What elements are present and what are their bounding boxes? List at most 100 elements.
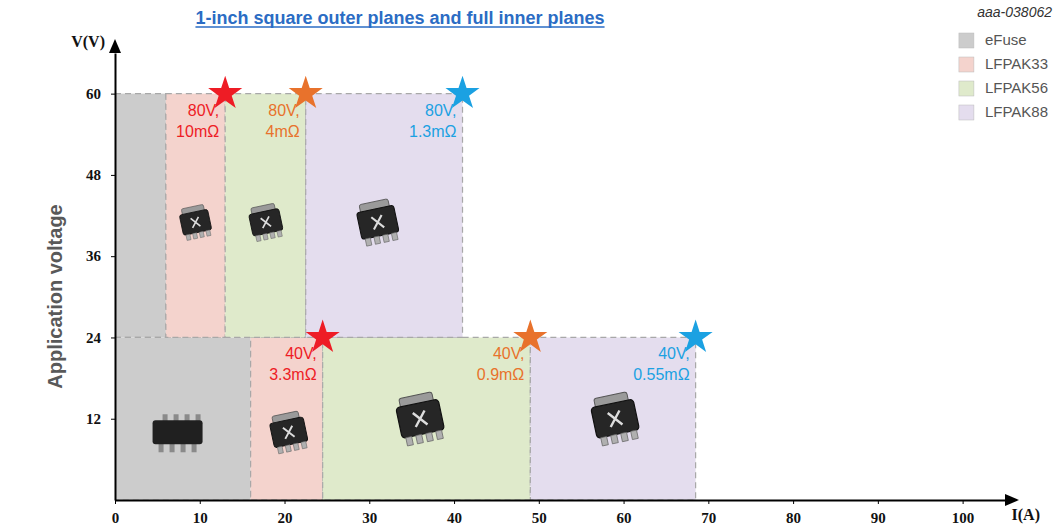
plot-marks: [115, 76, 713, 500]
x-tick: 0: [112, 500, 120, 526]
icon-body: [153, 420, 203, 444]
x-tick: 100: [952, 500, 975, 526]
x-tick-label: 20: [278, 510, 293, 526]
icon-logo: [608, 410, 623, 427]
x-tick: 70: [701, 500, 716, 526]
y-tick-label: 48: [86, 167, 101, 183]
x-tick-mark: [793, 500, 794, 504]
region: [115, 337, 251, 500]
y-tick-label: 24: [86, 330, 102, 346]
icon-lead: [611, 434, 619, 443]
x-tick: 80: [786, 500, 801, 526]
y-axis-title: Application voltage: [44, 204, 66, 388]
icon-lead: [426, 432, 434, 441]
y-tick: 36: [86, 248, 115, 264]
annotation-label: 0.55mΩ: [633, 366, 689, 383]
icon-lead: [601, 436, 609, 445]
chart: 80V,10mΩ80V,4mΩ80V,1.3mΩ40V,3.3mΩ40V,0.9…: [0, 0, 1062, 530]
x-tick: 60: [617, 500, 632, 526]
annotation-label: 40V,: [493, 345, 524, 362]
x-tick: 40: [447, 500, 462, 526]
x-tick-label: 0: [112, 510, 120, 526]
region: [225, 94, 306, 338]
x-tick-label: 10: [193, 510, 208, 526]
x-tick-mark: [115, 500, 116, 504]
region: [251, 337, 323, 500]
x-axis-arrow: [1005, 494, 1019, 506]
icon-lead: [186, 234, 191, 240]
y-axis: 12 24 36 48 60: [86, 54, 116, 501]
title-underline: [195, 26, 604, 28]
icon-lead: [263, 233, 268, 240]
icon-lead: [206, 230, 211, 236]
package-icon: [394, 391, 446, 447]
icon-logo: [283, 426, 295, 439]
icon-lead: [277, 446, 283, 453]
package-icon: [153, 414, 203, 452]
x-tick-label: 60: [617, 510, 632, 526]
legend-label: LFPAK33: [985, 55, 1048, 72]
icon-lead: [365, 238, 372, 246]
x-tick-label: 100: [952, 510, 975, 526]
x-tick-mark: [708, 500, 709, 504]
package-icon: [178, 204, 213, 241]
annotation-label: 80V,: [188, 102, 219, 119]
icon-lead: [193, 233, 198, 239]
x-tick-label: 80: [786, 510, 801, 526]
package-icon: [355, 198, 401, 247]
icon-lead: [285, 445, 291, 452]
x-tick-mark: [963, 500, 964, 504]
region: [115, 94, 166, 338]
annotation-label: 1.3mΩ: [409, 123, 457, 140]
annotation-label: 80V,: [268, 102, 299, 119]
annotation-label: 0.9mΩ: [477, 366, 525, 383]
x-tick-label: 40: [447, 510, 462, 526]
icon-lead: [416, 434, 424, 443]
y-tick-label: 12: [86, 411, 101, 427]
y-tick-mark: [111, 94, 115, 95]
icon-lead: [374, 236, 381, 244]
legend-label: LFPAK88: [985, 103, 1048, 120]
x-tick: 90: [871, 500, 886, 526]
icon-lead: [301, 441, 307, 448]
legend-label: LFPAK56: [985, 79, 1048, 96]
icon-logo: [191, 217, 201, 228]
annotation-label: 40V,: [285, 345, 316, 362]
y-tick-label: 60: [86, 86, 101, 102]
x-tick-mark: [539, 500, 540, 504]
icon-logo: [371, 215, 384, 230]
y-tick-mark: [111, 419, 115, 420]
icon-lead: [406, 436, 414, 445]
region: [306, 94, 463, 338]
icon-lead: [277, 230, 282, 237]
y-tick: 60: [86, 86, 115, 102]
x-axis: 0 10 20 30 40 50 60 70 80 90 100: [112, 500, 1006, 526]
x-tick-label: 30: [362, 510, 377, 526]
y-unit-label: V(V): [71, 33, 105, 51]
icon-logo: [261, 216, 271, 228]
x-tick-mark: [624, 500, 625, 504]
package-icon: [589, 391, 641, 447]
x-tick: 50: [532, 500, 547, 526]
annotation-labels: 80V,10mΩ80V,4mΩ80V,1.3mΩ40V,3.3mΩ40V,0.9…: [176, 102, 690, 384]
icon-lead: [256, 235, 261, 242]
x-tick: 20: [278, 500, 293, 526]
icon-body: [269, 417, 308, 448]
y-axis-arrow: [109, 39, 121, 53]
package-icon: [268, 410, 309, 454]
y-tick-mark: [111, 256, 115, 257]
x-tick-mark: [369, 500, 370, 504]
y-tick: 12: [86, 411, 115, 427]
annotation-label: 80V,: [425, 102, 456, 119]
icon-lead: [199, 231, 204, 237]
y-tick: 48: [86, 167, 115, 183]
x-tick-mark: [878, 500, 879, 504]
figure-id: aaa-038062: [977, 4, 1052, 20]
icon-lead: [436, 430, 444, 439]
x-axis-line: [116, 500, 1006, 502]
region: [530, 337, 695, 500]
x-tick-mark: [454, 500, 455, 504]
annotation-label: 10mΩ: [176, 123, 219, 140]
annotation-label: 40V,: [658, 345, 689, 362]
legend: eFuseLFPAK33LFPAK56LFPAK88: [959, 31, 1048, 120]
